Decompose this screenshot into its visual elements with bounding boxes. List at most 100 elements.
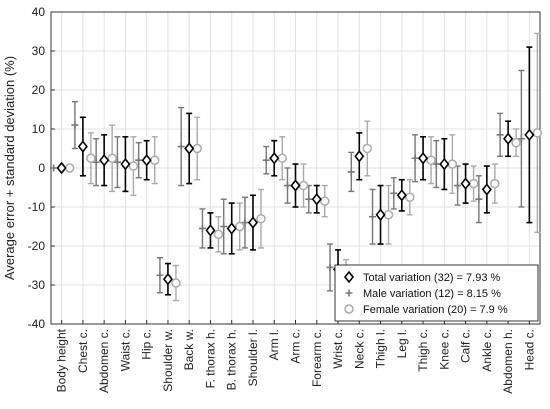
data-point xyxy=(226,222,237,235)
data-point xyxy=(92,158,100,166)
data-point xyxy=(64,163,75,173)
data-point xyxy=(418,151,429,165)
x-tick-label: Abdomen h. xyxy=(501,329,515,394)
data-point xyxy=(156,271,164,279)
data-point xyxy=(277,153,287,163)
data-point xyxy=(162,272,173,286)
data-point xyxy=(247,216,259,229)
x-tick-label: Shoulder l. xyxy=(246,329,260,386)
x-tick-label: Hip c. xyxy=(140,329,154,360)
data-point xyxy=(524,128,535,142)
x-tick-label: Thigh l. xyxy=(374,329,388,368)
data-point xyxy=(284,182,291,190)
x-tick-label: Arm c. xyxy=(289,329,303,364)
y-tick-label: -10 xyxy=(28,200,46,214)
data-point xyxy=(439,157,450,171)
data-point xyxy=(113,158,121,166)
y-tick-label: 30 xyxy=(32,44,46,58)
x-tick-label: Back w. xyxy=(182,329,196,370)
data-point xyxy=(468,178,479,189)
legend-marker xyxy=(345,289,353,297)
x-tick-label: Waist c. xyxy=(118,329,132,371)
x-tick-label: Arm l. xyxy=(267,329,281,360)
data-point xyxy=(77,140,88,153)
data-point xyxy=(347,168,355,176)
legend-marker xyxy=(344,304,354,314)
data-point xyxy=(369,213,377,221)
data-point xyxy=(426,155,436,165)
data-point xyxy=(107,153,117,163)
y-tick-label: 40 xyxy=(32,5,46,19)
data-point xyxy=(192,143,202,154)
series-male xyxy=(50,69,525,294)
data-point xyxy=(290,179,301,192)
y-tick-label: 20 xyxy=(32,83,46,97)
data-point xyxy=(390,189,398,197)
data-point xyxy=(262,156,270,164)
data-point xyxy=(177,143,185,151)
legend-entry: Female variation (20) = 7.9 % xyxy=(344,304,508,316)
x-tick-label: Abdomen c. xyxy=(97,329,111,393)
y-tick-label: 0 xyxy=(38,161,45,175)
legend-entry: Total variation (32) = 7.93 % xyxy=(343,270,500,284)
data-point xyxy=(205,224,216,237)
x-tick-label: Knee c. xyxy=(437,329,451,370)
data-point xyxy=(320,196,330,206)
data-point xyxy=(120,157,131,171)
data-point xyxy=(532,128,543,138)
legend-label: Total variation (32) = 7.93 % xyxy=(363,272,500,284)
data-point xyxy=(503,132,514,146)
x-tick-label: F. thorax h. xyxy=(203,329,217,388)
legend-box xyxy=(334,264,539,322)
data-point xyxy=(405,192,415,202)
series-layer xyxy=(50,32,543,302)
data-point xyxy=(99,153,110,167)
y-tick-label: 10 xyxy=(32,122,46,136)
x-axis-ticks: Body height Chest c. Abdomen c. Waist c. Hip… xyxy=(55,320,536,394)
data-point xyxy=(71,121,79,129)
data-point xyxy=(269,151,280,165)
data-point xyxy=(496,131,504,139)
x-tick-label: Thigh c. xyxy=(416,329,430,372)
data-point xyxy=(241,219,249,227)
x-tick-label: Wrist c. xyxy=(331,329,345,369)
legend: Total variation (32) = 7.93 % Male variat… xyxy=(334,264,539,322)
y-tick-label: -30 xyxy=(28,278,46,292)
data-point xyxy=(490,178,500,189)
data-point xyxy=(135,156,143,164)
data-point xyxy=(311,192,322,206)
x-tick-label: Leg l. xyxy=(395,329,409,358)
data-point xyxy=(184,142,195,155)
legend-label: Male variation (12) = 8.15 % xyxy=(363,288,501,300)
data-point xyxy=(213,229,224,240)
legend-entry: Male variation (12) = 8.15 % xyxy=(345,288,501,300)
data-point xyxy=(305,195,313,203)
legend-label: Female variation (20) = 7.9 % xyxy=(363,304,508,316)
data-point xyxy=(396,189,407,202)
data-point xyxy=(517,135,525,143)
data-point xyxy=(454,182,462,190)
data-point xyxy=(234,221,245,232)
x-tick-label: Calf c. xyxy=(459,329,473,363)
data-point xyxy=(411,154,419,162)
data-point xyxy=(460,177,471,190)
data-point xyxy=(50,164,58,172)
data-point xyxy=(475,195,483,203)
y-tick-label: -40 xyxy=(28,317,46,331)
data-point xyxy=(375,208,386,222)
x-tick-label: Chest c. xyxy=(76,329,90,373)
data-point xyxy=(383,210,394,220)
y-tick-label: -20 xyxy=(28,239,46,253)
data-point xyxy=(256,213,266,224)
y-axis-title: Average error + standard deviation (%) xyxy=(2,56,17,280)
x-tick-label: Neck c. xyxy=(352,329,366,369)
data-point xyxy=(141,153,152,167)
data-point xyxy=(128,161,139,171)
data-point xyxy=(432,160,440,168)
x-tick-label: Forearm c. xyxy=(310,329,324,387)
data-point xyxy=(362,143,373,154)
x-tick-label: Head c. xyxy=(522,329,536,370)
data-point xyxy=(86,153,96,163)
data-point xyxy=(220,223,228,230)
